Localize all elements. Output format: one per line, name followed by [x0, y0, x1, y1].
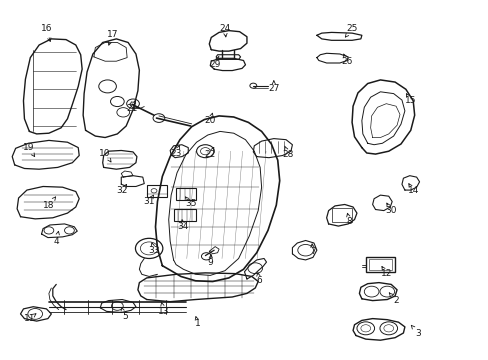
Bar: [146, 185, 167, 197]
Text: 34: 34: [177, 222, 189, 231]
Text: 27: 27: [267, 84, 279, 93]
Text: 25: 25: [346, 24, 357, 33]
Text: 4: 4: [53, 237, 59, 246]
Text: 19: 19: [22, 143, 34, 152]
Bar: [173, 209, 195, 221]
Text: 26: 26: [341, 57, 352, 66]
Bar: [331, 208, 351, 222]
Text: 5: 5: [122, 312, 127, 321]
Text: 21: 21: [126, 104, 138, 113]
Text: 8: 8: [346, 217, 352, 226]
Text: 30: 30: [385, 206, 396, 215]
Text: 3: 3: [414, 328, 420, 338]
Text: 20: 20: [204, 116, 216, 125]
Text: 10: 10: [99, 149, 111, 158]
Text: 28: 28: [282, 150, 294, 159]
Bar: [365, 257, 394, 272]
Text: 32: 32: [116, 186, 128, 195]
Bar: [176, 188, 195, 200]
Text: 2: 2: [392, 296, 398, 305]
Text: 14: 14: [407, 186, 418, 195]
Text: 33: 33: [148, 246, 160, 255]
Text: 16: 16: [41, 24, 52, 33]
Bar: [368, 259, 391, 270]
Text: 13: 13: [158, 307, 169, 316]
Text: 7: 7: [309, 248, 315, 256]
Text: 18: 18: [43, 201, 55, 210]
Text: 9: 9: [207, 258, 213, 267]
Text: 11: 11: [23, 314, 35, 323]
Text: 12: 12: [380, 269, 391, 278]
Text: 1: 1: [195, 320, 201, 328]
Text: 22: 22: [204, 150, 216, 159]
Text: 31: 31: [143, 197, 155, 206]
Text: 15: 15: [404, 96, 416, 105]
Text: 24: 24: [219, 24, 230, 33]
Text: 17: 17: [106, 30, 118, 39]
Text: 23: 23: [170, 149, 182, 158]
Text: 29: 29: [209, 60, 221, 69]
Text: 35: 35: [184, 199, 196, 208]
Text: 6: 6: [256, 276, 262, 285]
